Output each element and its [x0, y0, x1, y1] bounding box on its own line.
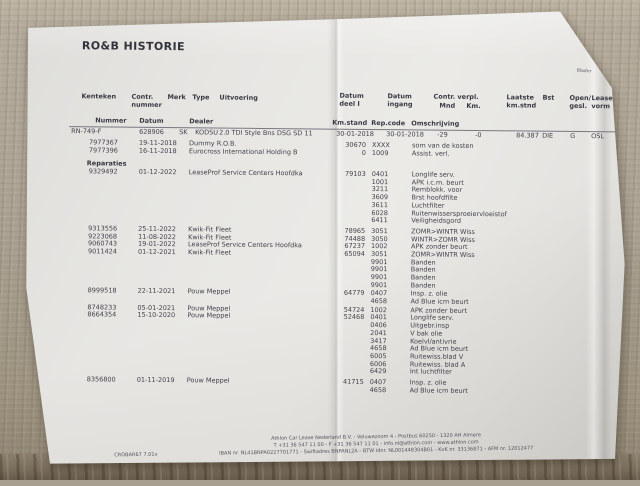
omschrijving-value: Ad Blue icm beurt: [410, 387, 468, 395]
rep-code-value: 4658: [370, 387, 387, 395]
document-footer: CROBAR67 7.01v Athlon Car Lease Nederlan…: [146, 430, 606, 459]
omschrijving-value: Int luchtfilter: [410, 369, 452, 377]
vehicle-laatste-kmstnd: 84.387: [516, 132, 539, 140]
rep-code-value: 6429: [370, 368, 387, 376]
col-header-omschrijving: Omschrijving: [411, 120, 459, 128]
col-header-contr-verpl: Contr. verpl.: [433, 94, 478, 102]
col-header-open-gesl: Open/ gesl.: [569, 95, 591, 111]
col-header-leasevorm: Lease- vorm: [591, 95, 615, 111]
col-header-merk: Merk: [167, 94, 185, 102]
vehicle-contr-nummer: 628906: [139, 129, 164, 137]
vehicle-datum-ingang: 30-01-2018: [386, 131, 424, 139]
col-header-km: Km.: [466, 103, 480, 111]
vehicle-merk: SK: [179, 129, 187, 137]
col-header-contr-nummer: Contr. nummer: [131, 94, 162, 110]
page-number-label: Bladnr: [577, 69, 592, 75]
rep-code-value: 9901: [371, 282, 388, 290]
vehicle-open-gesl: G: [570, 133, 575, 141]
rep-code-value: 4658: [370, 298, 387, 306]
vehicle-kenteken: RN-749-F: [71, 128, 101, 136]
omschrijving-value: Assist. verl.: [412, 150, 450, 158]
vehicle-leasevorm: OSL: [591, 133, 604, 141]
vehicle-type: KODSU: [195, 129, 218, 137]
col-header-laatste-kmstnd: Laatste km.stnd: [506, 94, 536, 110]
vehicle-contr-verpl-km: -0: [475, 132, 482, 140]
col-header-km-stand: Km.stand: [332, 120, 367, 128]
rep-code-value: 6411: [371, 217, 388, 225]
invoice-date: 16-11-2018: [139, 147, 177, 155]
footer-doc-code: CROBAR67 7.01v: [114, 452, 157, 459]
vehicle-row: RN-749-F 628906 SK KODSU 2.0 TDI Style B…: [0, 0, 640, 6]
col-header-datum: Datum: [139, 118, 163, 126]
col-header-kenteken: Kenteken: [81, 93, 116, 101]
omschrijving-value: Veiligheidsgord: [411, 218, 461, 226]
history-rows: 7977367 19-11-2018 Dummy R.O.B. 30670 XX…: [0, 138, 639, 396]
vehicle-contr-verpl-mnd: -29: [437, 132, 448, 140]
col-header-type: Type: [192, 94, 209, 102]
col-header-uitvoering: Uitvoering: [219, 95, 258, 103]
rep-code-value: 1009: [372, 150, 389, 158]
col-header-rep-code: Rep.code: [371, 120, 405, 128]
vehicle-datum-deel1: 30-01-2018: [336, 131, 374, 139]
vehicle-bst: DIE: [542, 133, 553, 141]
km-stand-value: 0: [326, 149, 366, 157]
col-header-mnd: Mnd: [439, 103, 455, 111]
page-title: RO&B HISTORIE: [82, 39, 185, 53]
col-header-dealer: Dealer: [189, 118, 213, 126]
invoice-number: 7977396: [89, 147, 118, 155]
vehicle-uitvoering: 2.0 TDI Style Bns DSG SD 11: [219, 130, 313, 139]
col-header-datum-ingang: Datum ingang: [387, 93, 412, 109]
col-header-datum-deel1: Datum deel I: [339, 93, 363, 109]
dealer-name: Eurocross International Holding B: [189, 148, 298, 157]
col-header-bst: Bst: [542, 95, 554, 103]
omschrijving-value: Ad Blue icm beurt: [410, 298, 468, 306]
col-header-nummer: Nummer: [95, 117, 126, 125]
